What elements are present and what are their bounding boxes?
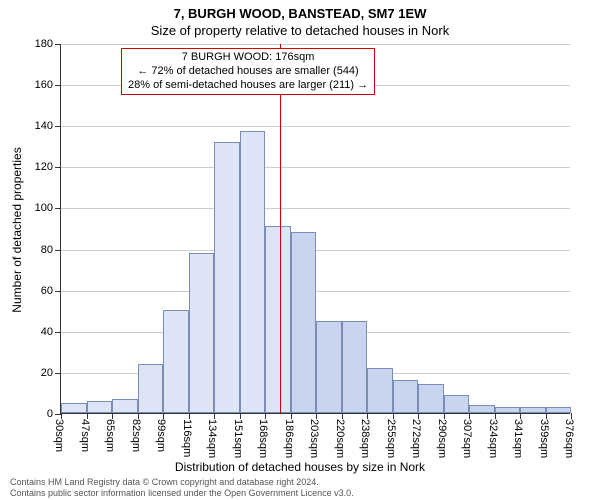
histogram-bar xyxy=(546,407,572,413)
y-tick-label: 80 xyxy=(41,244,61,256)
x-tick-label: 30sqm xyxy=(53,419,65,452)
histogram-bar xyxy=(240,131,266,413)
annotation-box: 7 BURGH WOOD: 176sqm← 72% of detached ho… xyxy=(121,48,375,95)
y-tick-label: 60 xyxy=(41,285,61,297)
footer-attribution: Contains HM Land Registry data © Crown c… xyxy=(10,477,590,498)
x-axis-label: Distribution of detached houses by size … xyxy=(0,460,600,474)
histogram-bar xyxy=(189,253,215,413)
grid-line xyxy=(61,44,570,45)
x-tick-label: 238sqm xyxy=(359,419,371,458)
grid-line xyxy=(61,126,570,127)
x-tick-label: 359sqm xyxy=(538,419,550,458)
x-tick-label: 134sqm xyxy=(206,419,218,458)
reference-line xyxy=(280,44,281,413)
chart-area: 02040608010012014016018030sqm47sqm65sqm8… xyxy=(60,44,570,414)
x-tick-label: 272sqm xyxy=(410,419,422,458)
histogram-bar xyxy=(520,407,546,413)
grid-line xyxy=(61,208,570,209)
y-tick-label: 120 xyxy=(35,161,61,173)
annotation-line-3: 28% of semi-detached houses are larger (… xyxy=(128,79,368,93)
x-tick-label: 307sqm xyxy=(461,419,473,458)
footer-line-1: Contains HM Land Registry data © Crown c… xyxy=(10,477,590,487)
histogram-bar xyxy=(444,395,470,414)
annotation-line-2: ← 72% of detached houses are smaller (54… xyxy=(128,65,368,79)
x-tick-label: 65sqm xyxy=(104,419,116,452)
footer-line-2: Contains public sector information licen… xyxy=(10,488,590,498)
x-tick-label: 168sqm xyxy=(257,419,269,458)
y-tick-label: 140 xyxy=(35,120,61,132)
grid-line xyxy=(61,167,570,168)
x-tick-label: 220sqm xyxy=(334,419,346,458)
chart-title-sub: Size of property relative to detached ho… xyxy=(0,21,600,42)
histogram-bar xyxy=(342,321,368,414)
histogram-bar xyxy=(495,407,521,413)
y-axis-label: Number of detached properties xyxy=(10,147,24,312)
histogram-bar xyxy=(265,226,291,413)
histogram-bar xyxy=(214,142,240,413)
histogram-bar xyxy=(138,364,164,413)
x-tick-label: 376sqm xyxy=(563,419,575,458)
y-tick-label: 100 xyxy=(35,202,61,214)
x-tick-label: 255sqm xyxy=(385,419,397,458)
y-tick-label: 40 xyxy=(41,326,61,338)
histogram-bar xyxy=(112,399,138,413)
y-tick-label: 160 xyxy=(35,79,61,91)
annotation-line-1: 7 BURGH WOOD: 176sqm xyxy=(128,51,368,65)
x-tick-label: 82sqm xyxy=(130,419,142,452)
histogram-bar xyxy=(367,368,393,413)
x-tick-label: 203sqm xyxy=(308,419,320,458)
x-tick-label: 324sqm xyxy=(487,419,499,458)
histogram-bar xyxy=(418,384,444,413)
chart-title-main: 7, BURGH WOOD, BANSTEAD, SM7 1EW xyxy=(0,0,600,21)
histogram-bar xyxy=(163,310,189,413)
histogram-bar xyxy=(291,232,317,413)
x-tick-label: 47sqm xyxy=(79,419,91,452)
x-tick-label: 99sqm xyxy=(155,419,167,452)
histogram-bar xyxy=(316,321,342,414)
x-tick-label: 116sqm xyxy=(181,419,193,457)
plot-area: 02040608010012014016018030sqm47sqm65sqm8… xyxy=(60,44,570,414)
x-tick-label: 290sqm xyxy=(436,419,448,458)
histogram-bar xyxy=(87,401,113,413)
histogram-bar xyxy=(393,380,419,413)
histogram-bar xyxy=(469,405,495,413)
x-tick-label: 151sqm xyxy=(232,419,244,458)
y-tick-label: 20 xyxy=(41,367,61,379)
x-tick-label: 186sqm xyxy=(283,419,295,458)
histogram-bar xyxy=(61,403,87,413)
x-tick-label: 341sqm xyxy=(512,419,524,458)
y-tick-label: 180 xyxy=(35,38,61,50)
